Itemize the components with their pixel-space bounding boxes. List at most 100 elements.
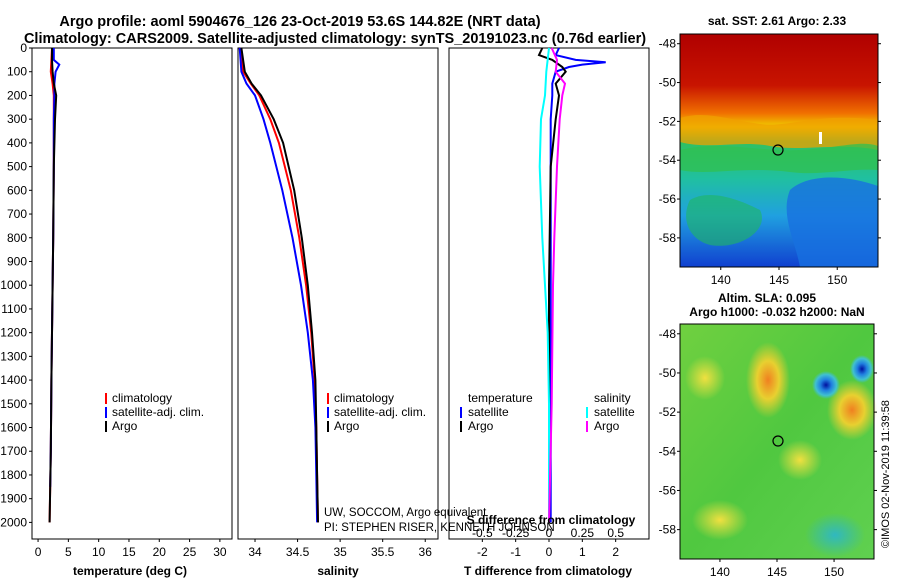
annotation-line-2: PI: STEPHEN RISER, KENNETH JOHNSON — [324, 522, 555, 534]
salinity-panel: 34 34.5 35 35.5 36 salinity climatology sate… — [237, 47, 555, 578]
annotation-line-1: UW, SOCCOM, Argo equivalent — [324, 507, 487, 519]
sst-cold-eddy — [786, 177, 878, 267]
depth-tick-label: 1400 — [0, 373, 27, 387]
temperature-x-axis: 0 5 10 15 20 25 30 — [35, 539, 227, 559]
lat-tick-label: -56 — [659, 483, 677, 497]
salinity-legend: climatology satellite-adj. clim. Argo — [327, 391, 426, 433]
legend-label-satellite: satellite-adj. clim. — [112, 405, 204, 419]
series-line-satellite-adj-clim- — [238, 47, 319, 523]
x-tick-label: 10 — [92, 545, 106, 559]
x-tick-label: 35.5 — [371, 545, 395, 559]
s-tick-label: 0.5 — [607, 526, 624, 540]
header-line-2: Climatology: CARS2009. Satellite-adjuste… — [24, 31, 646, 47]
sla-map-title-1: Altim. SLA: 0.095 — [718, 291, 816, 305]
sst-green-patch — [686, 194, 762, 246]
depth-tick-label: 500 — [7, 160, 27, 174]
lon-tick-label: 150 — [827, 273, 847, 287]
lat-tick-label: -58 — [659, 523, 677, 537]
sst-map-title: sat. SST: 2.61 Argo: 2.33 — [708, 14, 847, 28]
lat-tick-label: -54 — [659, 153, 677, 167]
sla-orange-blob-2 — [827, 380, 877, 440]
header-line-1: Argo profile: aoml 5904676_126 23-Oct-20… — [59, 14, 540, 30]
temperature-x-label: temperature (deg C) — [73, 564, 187, 578]
lon-tick-label: 145 — [767, 565, 787, 579]
sst-white-mark — [819, 132, 822, 144]
difference-series — [537, 47, 606, 523]
temperature-plot-frame — [31, 47, 233, 540]
sst-map: sat. SST: 2.61 Argo: 2.33 -48 -50 -52 -54 -5… — [659, 14, 881, 287]
sla-cyan-blob — [805, 513, 865, 557]
x-tick-label: 15 — [122, 545, 136, 559]
difference-panel: -2 -1 0 1 2 -0.5 -0.25 0 0.25 0.5 S difference f… — [448, 47, 650, 578]
s-difference-label: S difference from climatology — [467, 513, 636, 527]
lat-tick-label: -48 — [659, 327, 677, 341]
depth-tick-label: 700 — [7, 207, 27, 221]
s-tick-label: 0.25 — [571, 526, 595, 540]
depth-tick-label: 400 — [7, 136, 27, 150]
sst-float-marker — [772, 144, 784, 156]
sla-map-title-2: Argo h1000: -0.032 h2000: NaN — [689, 305, 864, 319]
sla-blue-eddy-1 — [812, 371, 840, 399]
lat-tick-label: -48 — [659, 37, 677, 51]
s-difference-x-axis: -0.5 -0.25 0 0.25 0.5 — [472, 526, 624, 540]
x-tick-label: 35 — [333, 545, 347, 559]
series-line-s-satellite — [538, 47, 550, 523]
x-tick-label: 34 — [248, 545, 262, 559]
temperature-legend: climatology satellite-adj. clim. Argo — [105, 391, 204, 433]
difference-legend-temperature: temperature satellite Argo — [460, 391, 533, 433]
temperature-panel: 0100200300400500600700800900100011001200… — [0, 41, 233, 578]
sla-float-marker — [772, 435, 784, 447]
lat-tick-label: -50 — [659, 76, 677, 90]
depth-tick-label: 0 — [20, 41, 27, 55]
x-tick-label: 36 — [419, 545, 433, 559]
sla-map-axes: -48 -50 -52 -54 -56 -58 140 145 150 — [659, 327, 877, 579]
x-tick-label: 5 — [65, 545, 72, 559]
x-tick-label: 1 — [579, 545, 586, 559]
depth-tick-label: 2000 — [0, 515, 27, 529]
lat-tick-label: -58 — [659, 231, 677, 245]
sst-green-band — [680, 143, 878, 174]
sla-yellow-blob-2 — [778, 440, 822, 480]
t-difference-x-axis: -2 -1 0 1 2 — [477, 539, 619, 559]
depth-tick-label: 200 — [7, 88, 27, 102]
depth-tick-label: 800 — [7, 231, 27, 245]
legend-label-argo: Argo — [334, 419, 360, 433]
depth-tick-label: 1900 — [0, 492, 27, 506]
depth-tick-label: 1700 — [0, 444, 27, 458]
lon-tick-label: 140 — [710, 565, 730, 579]
series-line-argo — [240, 47, 319, 523]
s-tick-label: 0 — [546, 526, 553, 540]
lon-tick-label: 150 — [824, 565, 844, 579]
legend-label-satellite: satellite-adj. clim. — [334, 405, 426, 419]
t-difference-x-label: T difference from climatology — [464, 564, 632, 578]
lon-tick-label: 140 — [711, 273, 731, 287]
series-line-t-satellite — [549, 47, 606, 523]
s-tick-label: -0.25 — [502, 526, 530, 540]
legend-label-t-argo: Argo — [468, 419, 494, 433]
sla-blue-eddy-2 — [850, 355, 874, 383]
lat-tick-label: -56 — [659, 192, 677, 206]
depth-tick-label: 100 — [7, 65, 27, 79]
legend-label-argo: Argo — [112, 419, 138, 433]
lat-tick-label: -50 — [659, 366, 677, 380]
depth-tick-label: 600 — [7, 183, 27, 197]
depth-tick-label: 900 — [7, 254, 27, 268]
series-line-climatology — [238, 47, 319, 523]
s-tick-label: -0.5 — [472, 526, 493, 540]
salinity-plot-frame — [237, 47, 439, 540]
temperature-series — [48, 47, 61, 523]
x-tick-label: 0 — [35, 545, 42, 559]
depth-tick-label: 1600 — [0, 421, 27, 435]
legend-label-t-satellite: satellite — [468, 405, 509, 419]
series-line-s-argo — [548, 47, 567, 523]
x-tick-label: 25 — [183, 545, 197, 559]
x-tick-label: 2 — [612, 545, 619, 559]
lat-tick-label: -52 — [659, 114, 677, 128]
x-tick-label: -2 — [477, 545, 488, 559]
sla-map: Altim. SLA: 0.095 Argo h1000: -0.032 h20… — [659, 291, 877, 579]
legend-title-temperature: temperature — [468, 391, 533, 405]
depth-tick-label: 1200 — [0, 326, 27, 340]
depth-tick-label: 1100 — [1, 302, 27, 316]
sla-yellow-blob-3 — [692, 500, 748, 540]
